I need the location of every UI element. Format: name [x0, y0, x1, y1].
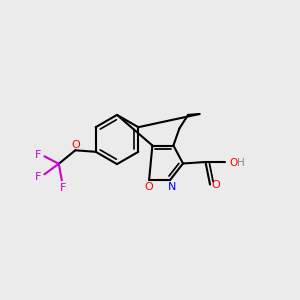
Text: O: O — [145, 182, 154, 193]
Text: O: O — [71, 140, 80, 150]
Text: F: F — [60, 183, 67, 193]
Text: O: O — [230, 158, 238, 168]
Text: F: F — [34, 150, 41, 160]
Text: F: F — [35, 172, 42, 182]
Text: O: O — [211, 179, 220, 190]
Text: N: N — [168, 182, 177, 193]
Text: H: H — [237, 158, 245, 168]
